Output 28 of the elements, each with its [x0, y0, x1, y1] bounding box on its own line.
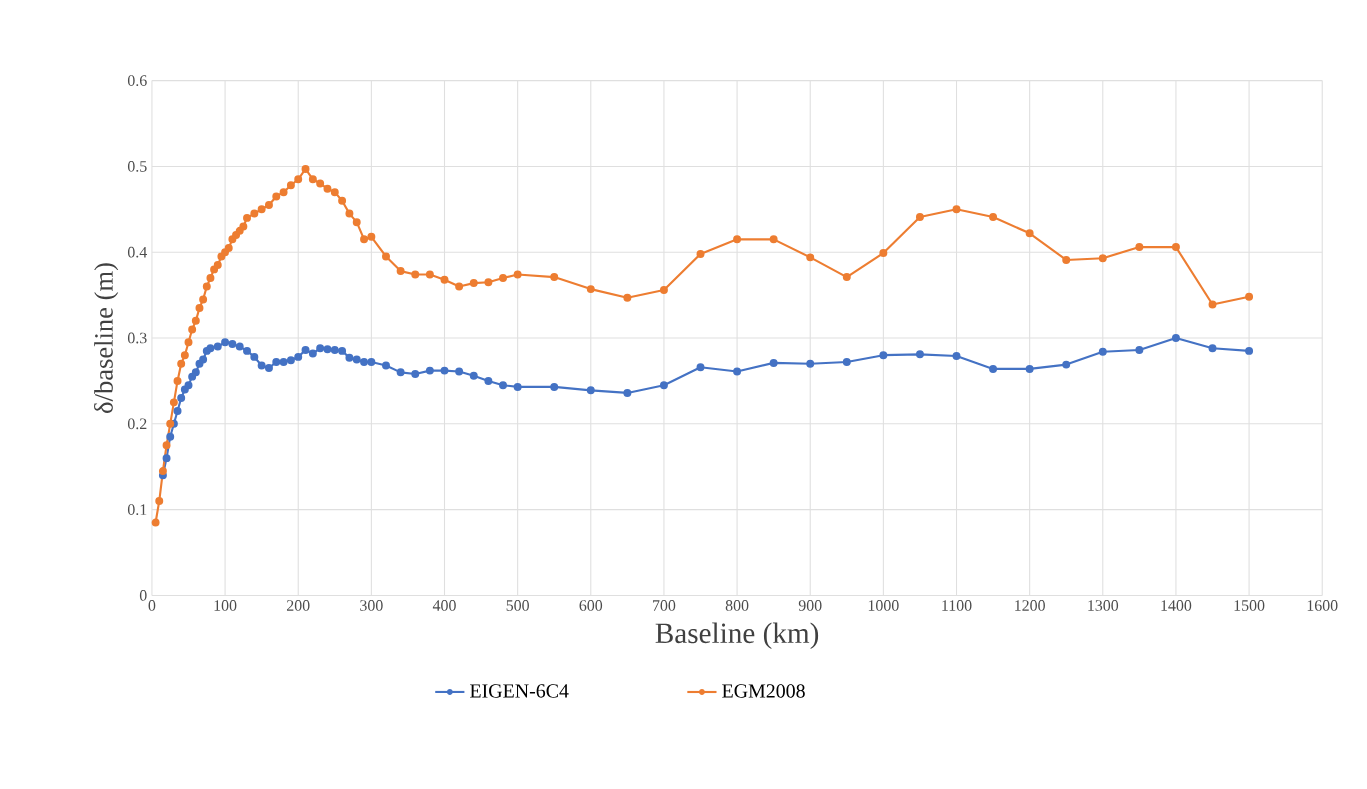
- x-tick-label: 1500: [1234, 600, 1265, 611]
- x-tick-label: 1300: [1088, 600, 1119, 611]
- y-tick-label: 0.3: [127, 332, 147, 344]
- y-tick-label: 0.4: [127, 246, 148, 258]
- x-tick-label: 1400: [1161, 600, 1192, 611]
- x-tick-label: 500: [506, 600, 529, 611]
- x-tick-label: 1100: [942, 600, 972, 611]
- x-axis-title: Baseline (km): [655, 622, 819, 650]
- x-tick-label: 1000: [868, 600, 899, 611]
- x-tick-label: 700: [653, 600, 676, 611]
- y-tick-label: 0.2: [127, 418, 147, 430]
- legend-label: EGM2008: [722, 684, 805, 698]
- x-tick-label: 100: [214, 600, 237, 611]
- x-tick-label: 200: [286, 600, 310, 611]
- x-tick-label: 0: [148, 600, 156, 611]
- x-tick-label: 1600: [1307, 600, 1338, 611]
- y-tick-label: 0: [139, 589, 147, 601]
- x-tick-label: 300: [360, 600, 383, 611]
- legend-label: EIGEN-6C4: [470, 684, 569, 698]
- x-tick-label: 900: [798, 600, 822, 611]
- x-tick-label: 600: [579, 600, 603, 611]
- y-tick-label: 0.6: [127, 75, 147, 86]
- x-tick-label: 800: [725, 600, 749, 611]
- x-tick-label: 1200: [1015, 600, 1045, 611]
- y-axis-title: δ/baseline (m): [94, 263, 119, 413]
- y-tick-label: 0.5: [127, 160, 147, 172]
- y-tick-label: 0.1: [127, 504, 147, 515]
- x-tick-label: 400: [432, 600, 456, 611]
